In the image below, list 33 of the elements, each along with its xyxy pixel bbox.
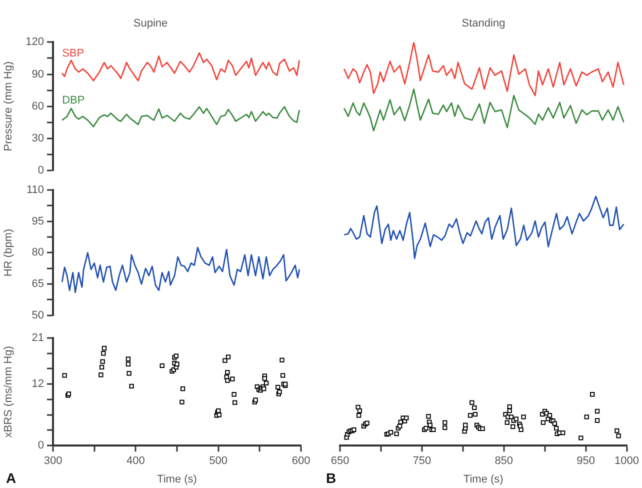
x-axis-title: Time (s) [157, 473, 197, 486]
y-tick-label: 110 [26, 184, 44, 196]
y-tick-label: 120 [26, 36, 44, 48]
y-axis-title: Pressure (mm Hg) [2, 61, 15, 152]
x-tick-label: 300 [44, 455, 62, 468]
y-tick-label: 95 [32, 215, 44, 228]
y-axis-title: xBRS (ms/mm Hg) [2, 346, 15, 438]
text: A [6, 470, 16, 486]
y-tick-label: 90 [32, 68, 44, 80]
x-tick-label: 600 [292, 455, 310, 468]
y-tick-label: 50 [32, 309, 44, 322]
x-tick-label: 950 [576, 455, 595, 468]
x-tick-label: 650 [330, 455, 350, 468]
series-label: DBP [62, 94, 85, 107]
y-tick-label: 21 [32, 332, 44, 344]
text: B [326, 470, 336, 486]
x-tick-label: 1000 [614, 455, 640, 468]
y-tick-label: 12 [32, 378, 44, 390]
x-tick-label: 850 [494, 455, 514, 468]
y-axis-title: HR (bpm) [2, 228, 15, 277]
y-tick-label: 60 [32, 100, 44, 112]
x-tick-label: 500 [209, 455, 228, 468]
x-tick-label: 750 [412, 455, 432, 468]
y-tick-label: 0 [38, 440, 44, 452]
series-label: SBP [62, 48, 84, 60]
y-tick-label: 0 [38, 164, 44, 176]
x-axis-title: Time (s) [463, 473, 504, 486]
chart-title: Supine [133, 18, 168, 30]
chart-title: Standing [462, 18, 506, 30]
y-tick-label: 30 [32, 132, 44, 144]
y-tick-label: 65 [32, 278, 44, 290]
y-tick-label: 80 [32, 246, 44, 259]
x-tick-label: 400 [126, 455, 145, 468]
